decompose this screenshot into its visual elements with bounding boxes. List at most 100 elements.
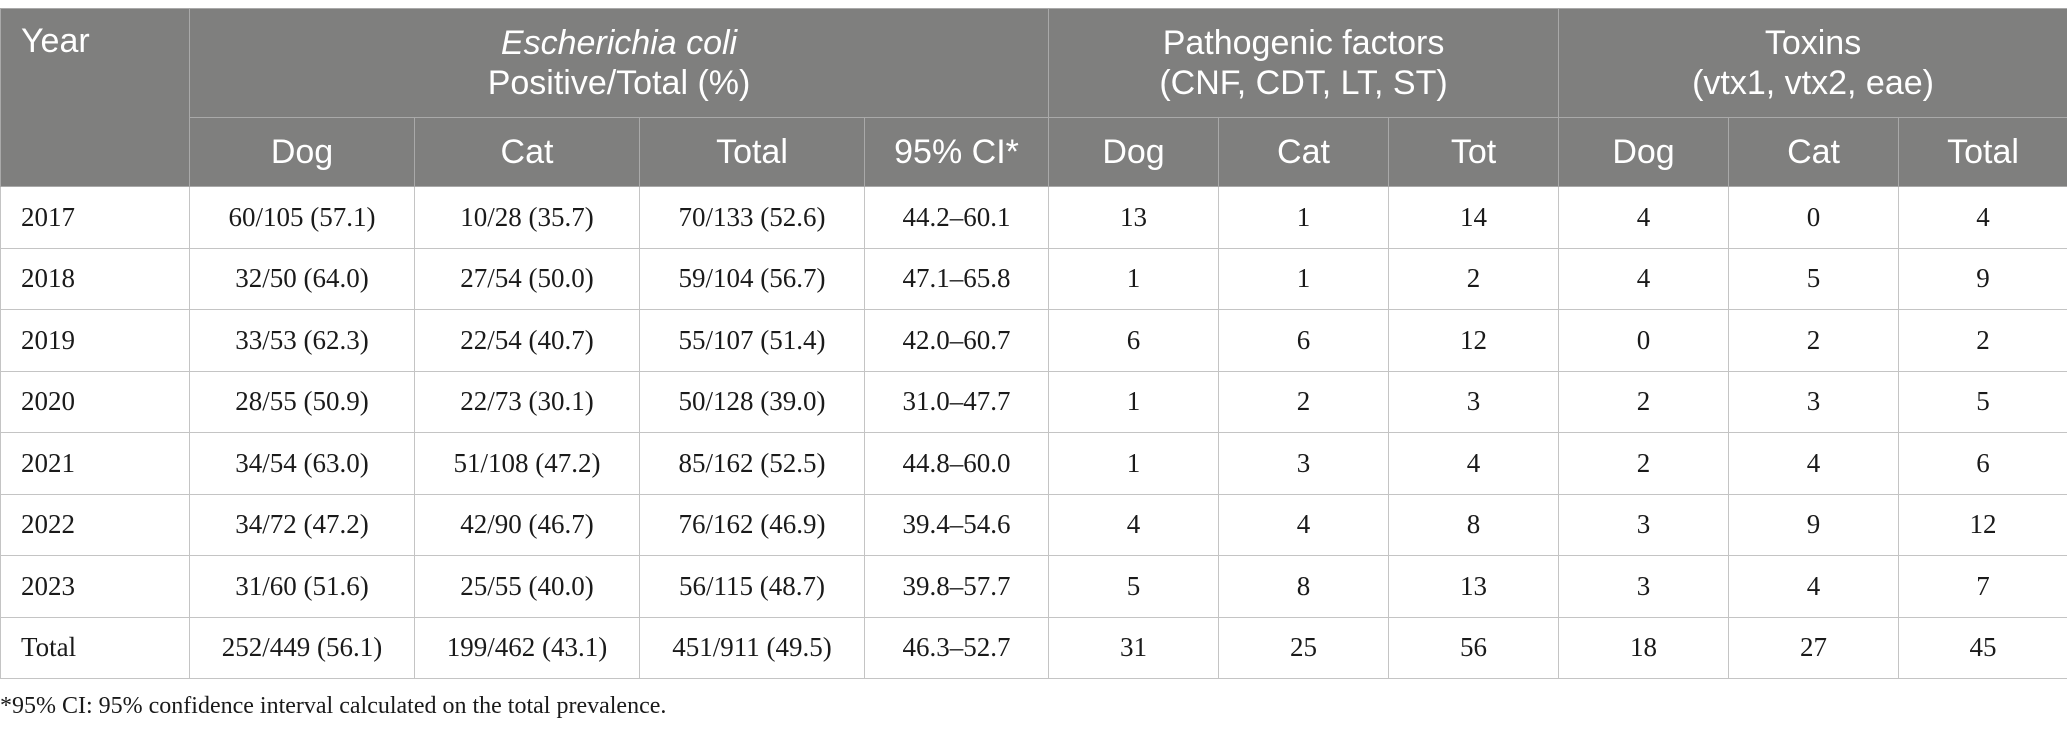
header-toxins-group: Toxins (vtx1, vtx2, eae) xyxy=(1558,8,2067,118)
cell-pathogenic-cat: 1 xyxy=(1218,186,1390,249)
cell-pathogenic-cat: 25 xyxy=(1218,616,1390,679)
cell-ecoli-ci: 31.0–47.7 xyxy=(863,370,1050,433)
cell-ecoli-dog: 34/54 (63.0) xyxy=(189,432,415,495)
cell-toxins-total: 4 xyxy=(1898,186,2067,249)
cell-toxins-cat: 3 xyxy=(1728,370,1900,433)
table-row: 2017 60/105 (57.1) 10/28 (35.7) 70/133 (52.… xyxy=(0,186,2067,249)
cell-pathogenic-dog: 6 xyxy=(1048,309,1220,372)
header-pathogenic-subtitle: (CNF, CDT, LT, ST) xyxy=(1159,64,1448,102)
cell-toxins-total: 45 xyxy=(1898,616,2067,679)
cell-toxins-dog: 3 xyxy=(1558,555,1730,618)
header-pathogenic-dog: Dog xyxy=(1048,117,1220,187)
cell-pathogenic-dog: 4 xyxy=(1048,493,1220,556)
cell-toxins-cat: 2 xyxy=(1728,309,1900,372)
cell-pathogenic-cat: 4 xyxy=(1218,493,1390,556)
cell-ecoli-cat: 27/54 (50.0) xyxy=(414,247,640,310)
cell-ecoli-cat: 199/462 (43.1) xyxy=(414,616,640,679)
cell-toxins-cat: 4 xyxy=(1728,555,1900,618)
header-ecoli-total: Total xyxy=(639,117,865,187)
cell-pathogenic-tot: 56 xyxy=(1388,616,1560,679)
cell-year: 2017 xyxy=(0,186,190,249)
cell-pathogenic-dog: 1 xyxy=(1048,432,1220,495)
cell-pathogenic-cat: 8 xyxy=(1218,555,1390,618)
header-toxins-total: Total xyxy=(1898,117,2067,187)
cell-ecoli-dog: 34/72 (47.2) xyxy=(189,493,415,556)
cell-ecoli-total: 70/133 (52.6) xyxy=(639,186,865,249)
cell-ecoli-cat: 22/73 (30.1) xyxy=(414,370,640,433)
cell-pathogenic-dog: 5 xyxy=(1048,555,1220,618)
cell-ecoli-cat: 42/90 (46.7) xyxy=(414,493,640,556)
table-row: 2021 34/54 (63.0) 51/108 (47.2) 85/162 (52.… xyxy=(0,432,2067,495)
table-row: 2018 32/50 (64.0) 27/54 (50.0) 59/104 (56.7… xyxy=(0,247,2067,310)
cell-ecoli-ci: 39.8–57.7 xyxy=(863,555,1050,618)
header-toxins-cat: Cat xyxy=(1728,117,1900,187)
cell-ecoli-cat: 22/54 (40.7) xyxy=(414,309,640,372)
header-ecoli-title: Escherichia coli xyxy=(500,24,738,62)
table-row: 2022 34/72 (47.2) 42/90 (46.7) 76/162 (46.9… xyxy=(0,493,2067,556)
cell-ecoli-total: 56/115 (48.7) xyxy=(639,555,865,618)
cell-pathogenic-dog: 13 xyxy=(1048,186,1220,249)
cell-toxins-dog: 4 xyxy=(1558,247,1730,310)
cell-ecoli-cat: 51/108 (47.2) xyxy=(414,432,640,495)
cell-ecoli-dog: 33/53 (62.3) xyxy=(189,309,415,372)
cell-pathogenic-dog: 31 xyxy=(1048,616,1220,679)
table-wrapper: Year Escherichia coli Positive/Total (%)… xyxy=(0,8,2067,720)
cell-ecoli-total: 451/911 (49.5) xyxy=(639,616,865,679)
table-row: Total 252/449 (56.1) 199/462 (43.1) 451/911… xyxy=(0,616,2067,679)
cell-ecoli-ci: 44.8–60.0 xyxy=(863,432,1050,495)
cell-ecoli-total: 59/104 (56.7) xyxy=(639,247,865,310)
cell-pathogenic-cat: 3 xyxy=(1218,432,1390,495)
cell-pathogenic-cat: 1 xyxy=(1218,247,1390,310)
cell-ecoli-total: 50/128 (39.0) xyxy=(639,370,865,433)
header-row-sub: Dog Cat Total 95% CI* Dog Cat Tot Dog Ca… xyxy=(1,117,2067,187)
cell-year: Total xyxy=(0,616,190,679)
header-ecoli-group: Escherichia coli Positive/Total (%) xyxy=(188,8,1050,118)
table-row: 2023 31/60 (51.6) 25/55 (40.0) 56/115 (48.7… xyxy=(0,555,2067,618)
header-toxins-title: Toxins xyxy=(1764,24,1862,62)
header-year: Year xyxy=(0,8,190,187)
cell-toxins-total: 12 xyxy=(1898,493,2067,556)
cell-toxins-cat: 27 xyxy=(1728,616,1900,679)
header-ecoli-ci: 95% CI* xyxy=(863,117,1050,187)
cell-toxins-dog: 0 xyxy=(1558,309,1730,372)
cell-ecoli-ci: 46.3–52.7 xyxy=(863,616,1050,679)
cell-toxins-dog: 2 xyxy=(1558,370,1730,433)
cell-year: 2022 xyxy=(0,493,190,556)
cell-ecoli-dog: 60/105 (57.1) xyxy=(189,186,415,249)
cell-toxins-total: 2 xyxy=(1898,309,2067,372)
cell-pathogenic-cat: 2 xyxy=(1218,370,1390,433)
cell-toxins-dog: 2 xyxy=(1558,432,1730,495)
header-ecoli-subtitle: Positive/Total (%) xyxy=(487,64,751,102)
header-pathogenic-title: Pathogenic factors xyxy=(1162,24,1445,62)
header-toxins-subtitle: (vtx1, vtx2, eae) xyxy=(1692,64,1934,102)
header-toxins-dog: Dog xyxy=(1558,117,1730,187)
header-row-groups: Year Escherichia coli Positive/Total (%)… xyxy=(0,8,2067,187)
header-pathogenic-tot: Tot xyxy=(1388,117,1560,187)
cell-year: 2018 xyxy=(0,247,190,310)
cell-pathogenic-tot: 8 xyxy=(1388,493,1560,556)
header-pathogenic-cat: Cat xyxy=(1218,117,1390,187)
cell-ecoli-total: 85/162 (52.5) xyxy=(639,432,865,495)
cell-pathogenic-tot: 3 xyxy=(1388,370,1560,433)
cell-toxins-total: 9 xyxy=(1898,247,2067,310)
table-row: 2019 33/53 (62.3) 22/54 (40.7) 55/107 (51.4… xyxy=(0,309,2067,372)
cell-ecoli-dog: 31/60 (51.6) xyxy=(189,555,415,618)
cell-ecoli-total: 55/107 (51.4) xyxy=(639,309,865,372)
cell-ecoli-ci: 39.4–54.6 xyxy=(863,493,1050,556)
cell-ecoli-ci: 44.2–60.1 xyxy=(863,186,1050,249)
table-body: 2017 60/105 (57.1) 10/28 (35.7) 70/133 (52.… xyxy=(0,186,2067,679)
cell-toxins-cat: 4 xyxy=(1728,432,1900,495)
cell-pathogenic-tot: 13 xyxy=(1388,555,1560,618)
cell-ecoli-dog: 32/50 (64.0) xyxy=(189,247,415,310)
cell-toxins-total: 6 xyxy=(1898,432,2067,495)
cell-pathogenic-dog: 1 xyxy=(1048,370,1220,433)
cell-toxins-dog: 3 xyxy=(1558,493,1730,556)
cell-toxins-dog: 4 xyxy=(1558,186,1730,249)
cell-toxins-cat: 0 xyxy=(1728,186,1900,249)
cell-ecoli-ci: 42.0–60.7 xyxy=(863,309,1050,372)
cell-ecoli-ci: 47.1–65.8 xyxy=(863,247,1050,310)
cell-ecoli-dog: 252/449 (56.1) xyxy=(189,616,415,679)
cell-toxins-dog: 18 xyxy=(1558,616,1730,679)
cell-year: 2021 xyxy=(0,432,190,495)
header-ecoli-cat: Cat xyxy=(414,117,640,187)
